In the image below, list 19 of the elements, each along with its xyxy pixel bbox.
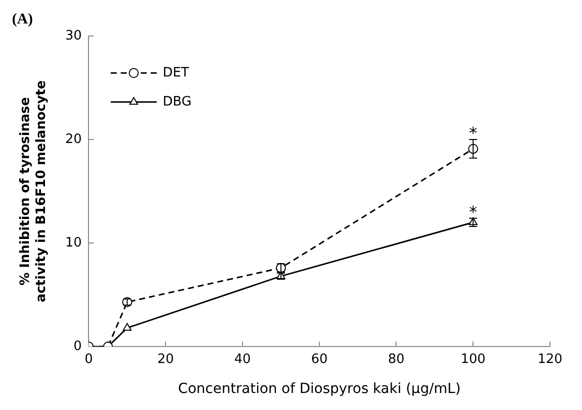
- x-axis-title: Concentration of Diospyros kaki (μg/mL): [178, 381, 461, 398]
- x-tick-label: 100: [460, 352, 486, 367]
- y-axis-title: % Inhibition of tyrosinase activity in B16F10 melanocyte: [18, 80, 49, 302]
- point: [122, 322, 132, 331]
- y-tick-label: 30: [65, 28, 82, 44]
- x-tick-label: 120: [538, 352, 562, 367]
- y-tick-label: 10: [65, 235, 82, 250]
- x-tick-label: 80: [388, 352, 405, 367]
- x-tick-label: 60: [311, 352, 328, 367]
- data-label: *: [469, 202, 478, 222]
- y-tick-label: 20: [65, 132, 82, 147]
- y-tick-label: 0: [73, 338, 82, 354]
- legend-label: DBG: [162, 94, 192, 110]
- legend-label: DET: [162, 65, 189, 80]
- x-tick-label: 20: [157, 352, 174, 367]
- x-tick-label: 40: [234, 352, 251, 367]
- data-label: *: [469, 124, 478, 143]
- x-tick-label: 0: [84, 352, 93, 367]
- text: (A): [12, 11, 33, 28]
